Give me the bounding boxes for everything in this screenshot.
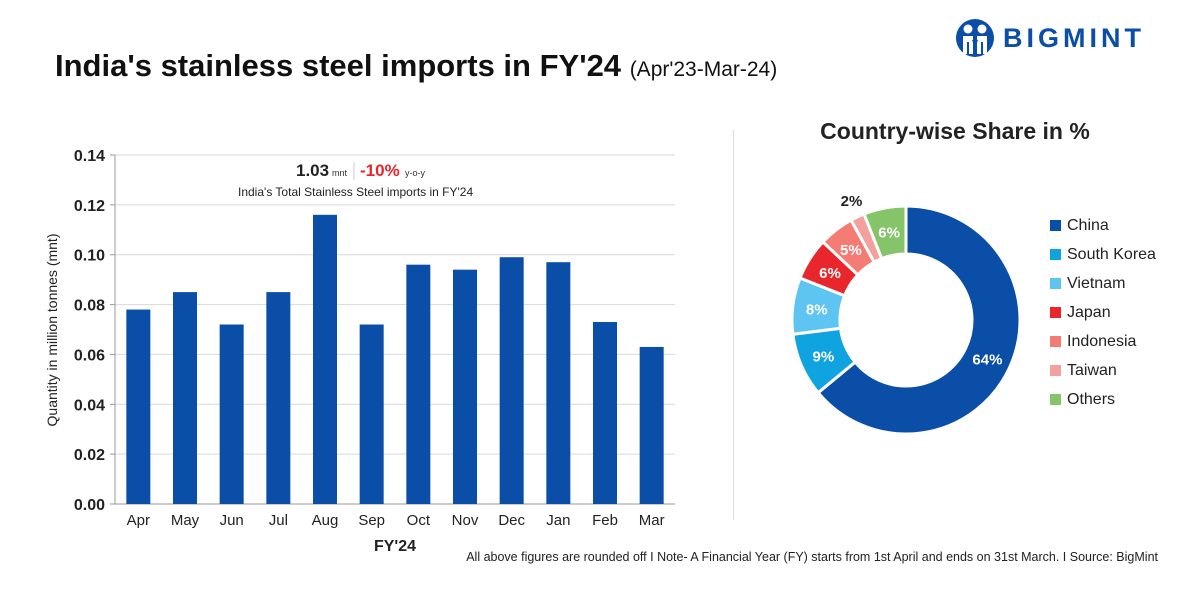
legend-label: Indonesia: [1067, 332, 1137, 350]
legend-label: Vietnam: [1067, 274, 1126, 292]
legend-label: Others: [1067, 390, 1116, 408]
bar-aug: [313, 214, 337, 505]
x-tick-label: Jun: [220, 512, 244, 529]
footnote: All above figures are rounded off I Note…: [466, 550, 1158, 564]
slice-label: 6%: [878, 225, 900, 242]
slice-china: [816, 204, 1022, 436]
legend-swatch: [1050, 278, 1061, 289]
x-tick-label: Nov: [452, 512, 479, 529]
legend-swatch: [1050, 220, 1061, 231]
annotation-caption: India's Total Stainless Steel imports in…: [238, 185, 473, 199]
legend-item-taiwan: Taiwan: [1050, 356, 1156, 385]
bar-oct: [406, 264, 431, 504]
legend-label: Taiwan: [1067, 361, 1117, 379]
y-tick-label: 0.04: [74, 397, 105, 414]
title-main: India's stainless steel imports in FY'24: [55, 48, 622, 83]
legend-item-vietnam: Vietnam: [1050, 269, 1156, 298]
y-axis-label: Quantity in million tonnes (mnt): [44, 234, 60, 427]
total-unit: mnt: [332, 168, 348, 178]
legend-swatch: [1050, 365, 1061, 376]
bar-dec: [499, 257, 524, 504]
legend-item-japan: Japan: [1050, 298, 1156, 327]
pie-title: Country-wise Share in %: [820, 118, 1090, 144]
bar-feb: [593, 322, 617, 504]
bar-may: [173, 292, 197, 504]
slice-label: 2%: [841, 193, 863, 210]
bar-jan: [546, 262, 571, 504]
x-tick-label: Feb: [592, 512, 618, 529]
x-tick-label: Oct: [407, 512, 431, 529]
total-value: 1.03: [296, 161, 329, 180]
y-tick-label: 0.14: [74, 148, 105, 165]
legend-label: China: [1067, 216, 1109, 234]
x-tick-label: Sep: [358, 512, 385, 529]
logo-icon: [956, 19, 994, 57]
bar-apr: [126, 309, 151, 504]
x-tick-label: May: [171, 512, 200, 529]
slice-label: 8%: [806, 302, 828, 319]
legend-label: South Korea: [1067, 245, 1156, 263]
x-tick-label: Dec: [498, 512, 525, 529]
y-tick-label: 0.02: [74, 447, 105, 464]
legend-item-others: Others: [1050, 385, 1156, 414]
slice-others: [862, 204, 908, 261]
y-tick-label: 0.06: [74, 347, 105, 364]
divider: [733, 130, 734, 520]
legend-swatch: [1050, 307, 1061, 318]
y-tick-label: 0.12: [74, 198, 105, 215]
title-sub: (Apr'23-Mar-24): [629, 58, 778, 81]
legend-item-china: China: [1050, 211, 1156, 240]
bar-nov: [453, 269, 477, 504]
slice-label: 5%: [840, 242, 862, 259]
annotation-box: [232, 160, 522, 202]
y-tick-label: 0.08: [74, 298, 105, 315]
x-tick-label: Mar: [639, 512, 665, 529]
x-tick-label: Jan: [546, 512, 570, 529]
yoy-unit: y-o-y: [405, 168, 425, 178]
legend-item-indonesia: Indonesia: [1050, 327, 1156, 356]
logo-text: BIGMINT: [1003, 22, 1145, 53]
y-tick-label: 0.10: [74, 248, 105, 265]
page-title: India's stainless steel imports in FY'24…: [55, 48, 777, 84]
bar-jul: [266, 292, 291, 504]
bar-sep: [359, 324, 384, 504]
bar-chart: Apr May Jun Jul Aug Sep Oct Nov Dec Jan Feb Mar 0.00…: [44, 148, 675, 555]
legend-label: Japan: [1067, 303, 1111, 321]
bigmint-logo: BIGMINT: [955, 18, 1145, 58]
legend-swatch: [1050, 336, 1061, 347]
slice-label: 9%: [813, 349, 835, 366]
slice-label: 6%: [819, 265, 841, 282]
x-axis-label: FY'24: [374, 538, 416, 555]
legend-swatch: [1050, 249, 1061, 260]
x-tick-label: Apr: [127, 512, 150, 529]
legend-item-south-korea: South Korea: [1050, 240, 1156, 269]
legend-swatch: [1050, 394, 1061, 405]
bar-jun: [219, 324, 244, 504]
y-tick-label: 0.00: [74, 497, 105, 514]
bar-mar: [639, 346, 664, 504]
yoy-change: -10%: [360, 161, 400, 180]
x-tick-label: Aug: [312, 512, 339, 529]
x-tick-label: Jul: [269, 512, 288, 529]
pie-legend: China South Korea Vietnam Japan Indonesia Tai…: [1050, 211, 1156, 414]
slice-label: 64%: [972, 351, 1002, 368]
donut-chart: 64% 9% 8% 6% 5% 2% 6%: [790, 193, 1022, 436]
